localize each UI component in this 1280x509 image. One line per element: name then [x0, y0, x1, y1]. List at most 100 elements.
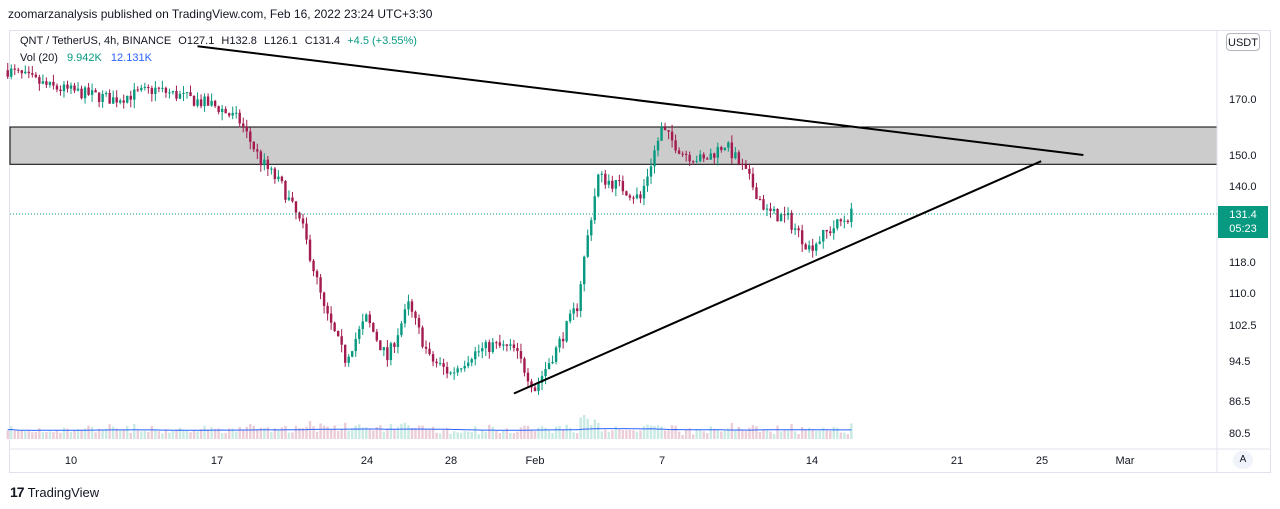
volume-bar [825, 430, 828, 439]
candle-body [635, 194, 639, 199]
candle-body [779, 214, 783, 222]
candle-body [723, 147, 727, 150]
candle-body [175, 90, 178, 99]
candle [252, 141, 255, 152]
candle [407, 294, 410, 316]
volume-bar [625, 429, 628, 439]
candle-body [291, 197, 294, 202]
volume-bar [512, 433, 516, 439]
volume-value: 9.942K [66, 52, 102, 64]
x-tick-label: 14 [806, 455, 818, 467]
candle-body [807, 245, 811, 250]
volume-bar [185, 431, 189, 439]
candle [537, 377, 540, 395]
volume-bar [537, 427, 540, 439]
auto-scale-button[interactable]: A [1233, 451, 1253, 469]
candle [45, 77, 48, 89]
candle [361, 313, 364, 335]
candle-body [741, 164, 744, 166]
candle [245, 119, 248, 139]
candle [182, 86, 185, 102]
volume-bar [737, 426, 741, 439]
candle-body [10, 68, 13, 77]
candle [343, 344, 347, 367]
candle [572, 302, 575, 320]
candle [238, 109, 241, 128]
candle [417, 314, 421, 335]
candle [442, 358, 445, 375]
candle [800, 224, 804, 253]
volume-bar [568, 428, 572, 439]
candle [491, 337, 495, 354]
candle [600, 171, 603, 183]
candle-body [133, 89, 136, 100]
currency-button[interactable]: USDT [1226, 33, 1260, 51]
candle [24, 65, 27, 75]
candle [242, 117, 245, 133]
candle-body [572, 308, 575, 314]
candle [632, 195, 635, 204]
candle [101, 90, 104, 108]
candle [751, 167, 755, 191]
candle-body [329, 313, 333, 323]
candle [526, 368, 530, 388]
candle-body [375, 331, 379, 341]
candle-body [199, 99, 203, 107]
last-price-tag: 131.4 05:23 [1218, 206, 1268, 238]
candle-body [818, 241, 821, 244]
candle [358, 325, 361, 344]
candle [653, 145, 656, 174]
volume-bar [540, 426, 544, 439]
candle-body [477, 351, 480, 353]
candle [642, 178, 646, 206]
candle-body [256, 149, 259, 152]
volume-bar [706, 433, 709, 439]
volume-bar [779, 431, 783, 439]
candle [786, 207, 790, 220]
candle-body [667, 130, 670, 132]
candle [435, 358, 438, 368]
candle [291, 191, 294, 203]
volume-bar [126, 426, 129, 439]
volume-bar [182, 430, 185, 439]
candle [259, 149, 263, 172]
candle-body [407, 301, 410, 310]
candle-body [491, 342, 495, 352]
candle [467, 355, 470, 369]
tradingview-logo[interactable]: 17 TradingView [10, 484, 99, 500]
candle-body [730, 142, 734, 159]
volume-bar [642, 426, 646, 439]
volume-bar [17, 430, 20, 439]
candle-body [551, 361, 554, 364]
volume-bar [565, 424, 568, 439]
candle [66, 80, 69, 93]
volume-bar [519, 427, 523, 439]
candle-body [76, 88, 80, 91]
candle-body [294, 201, 298, 213]
candle [424, 340, 428, 354]
candle-body [171, 90, 175, 93]
candle [684, 150, 688, 162]
volume-bar [713, 428, 716, 439]
candle-body [185, 92, 189, 94]
candle-body [850, 208, 853, 223]
volume-bar [280, 427, 284, 439]
candle [702, 152, 705, 163]
volume-bar [452, 431, 456, 439]
volume-bar [604, 429, 607, 439]
volume-bar [291, 432, 294, 439]
candle-body [646, 176, 649, 186]
volume-bar [832, 426, 835, 439]
y-tick-label: 80.5 [1229, 428, 1250, 440]
volume-bar [66, 428, 69, 439]
candle-body [537, 382, 540, 391]
volume-bar [83, 428, 87, 439]
volume-bar [178, 427, 182, 439]
candle-body [832, 228, 835, 234]
candle [104, 91, 108, 97]
candle [741, 158, 744, 171]
candle-body [305, 223, 308, 240]
candle [284, 180, 287, 203]
candle-body [748, 168, 751, 174]
